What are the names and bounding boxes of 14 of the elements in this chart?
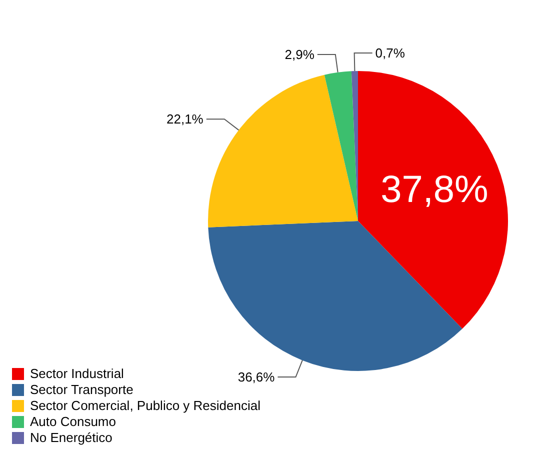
- data-label: 22,1%: [166, 112, 204, 127]
- data-label: 2,9%: [284, 47, 315, 62]
- pie-slice: [324, 71, 358, 221]
- legend-label: Sector Industrial: [30, 366, 124, 381]
- legend-label: No Energético: [30, 430, 112, 445]
- pie-slice: [208, 74, 358, 228]
- legend-label: Sector Transporte: [30, 382, 134, 397]
- pie-slice: [358, 71, 508, 329]
- data-label: 37,8%: [380, 169, 488, 212]
- legend-label: Auto Consumo: [30, 414, 116, 429]
- legend-label: Sector Comercial, Publico y Residencial: [30, 398, 260, 413]
- data-label: 0,7%: [375, 46, 406, 61]
- data-label: 36,6%: [238, 370, 276, 385]
- pie-slice: [208, 221, 462, 371]
